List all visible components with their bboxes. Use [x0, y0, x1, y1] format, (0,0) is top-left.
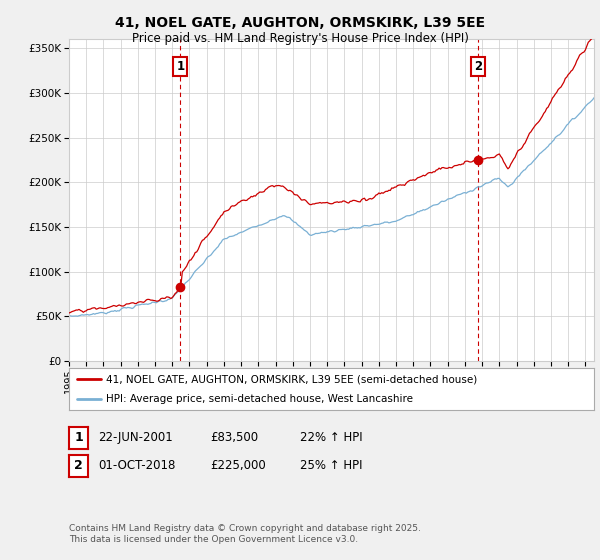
- Text: 01-OCT-2018: 01-OCT-2018: [98, 459, 175, 473]
- Text: 2: 2: [74, 459, 83, 473]
- Text: 41, NOEL GATE, AUGHTON, ORMSKIRK, L39 5EE: 41, NOEL GATE, AUGHTON, ORMSKIRK, L39 5E…: [115, 16, 485, 30]
- Text: 1: 1: [74, 431, 83, 445]
- Text: Price paid vs. HM Land Registry's House Price Index (HPI): Price paid vs. HM Land Registry's House …: [131, 32, 469, 45]
- Text: 2: 2: [474, 60, 482, 73]
- Text: 22% ↑ HPI: 22% ↑ HPI: [300, 431, 362, 445]
- Text: £83,500: £83,500: [210, 431, 258, 445]
- Text: Contains HM Land Registry data © Crown copyright and database right 2025.
This d: Contains HM Land Registry data © Crown c…: [69, 524, 421, 544]
- Text: HPI: Average price, semi-detached house, West Lancashire: HPI: Average price, semi-detached house,…: [106, 394, 413, 404]
- Text: 22-JUN-2001: 22-JUN-2001: [98, 431, 173, 445]
- Text: 25% ↑ HPI: 25% ↑ HPI: [300, 459, 362, 473]
- Text: 1: 1: [176, 60, 184, 73]
- Text: 41, NOEL GATE, AUGHTON, ORMSKIRK, L39 5EE (semi-detached house): 41, NOEL GATE, AUGHTON, ORMSKIRK, L39 5E…: [106, 374, 477, 384]
- Text: £225,000: £225,000: [210, 459, 266, 473]
